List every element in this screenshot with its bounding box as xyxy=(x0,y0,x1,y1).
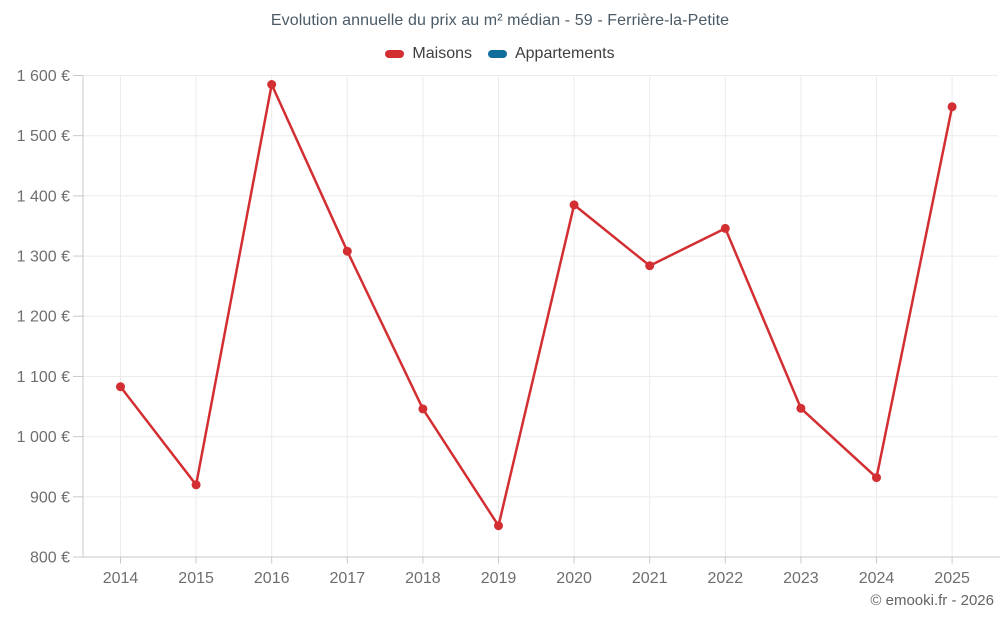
data-point-maisons-2023[interactable] xyxy=(796,403,806,413)
y-axis-tick-label: 1 100 € xyxy=(17,369,70,386)
y-axis-tick-label: 800 € xyxy=(30,549,70,566)
data-point-maisons-2017[interactable] xyxy=(342,246,352,256)
data-point-maisons-2022[interactable] xyxy=(720,223,730,233)
x-axis-tick-label: 2023 xyxy=(783,570,819,587)
y-axis-tick-label: 1 300 € xyxy=(17,249,70,266)
y-axis-tick-label: 1 200 € xyxy=(17,309,70,326)
x-axis-tick-label: 2016 xyxy=(254,570,290,587)
appartements-swatch-icon xyxy=(487,50,507,58)
data-point-maisons-2019[interactable] xyxy=(494,521,503,531)
x-axis-tick-label: 2018 xyxy=(405,570,441,587)
y-axis-tick-label: 1 500 € xyxy=(17,128,70,145)
y-axis-tick-label: 1 600 € xyxy=(17,68,70,85)
legend: Maisons Appartements xyxy=(0,45,1000,63)
maisons-swatch-icon xyxy=(385,50,405,58)
copyright-text: © emooki.fr - 2026 xyxy=(870,592,994,609)
data-point-maisons-2016[interactable] xyxy=(267,80,277,89)
chart-title: Evolution annuelle du prix au m² médian … xyxy=(270,12,730,29)
data-point-maisons-2014[interactable] xyxy=(116,382,125,392)
y-axis-tick-label: 1 000 € xyxy=(17,429,70,446)
x-axis-tick-label: 2019 xyxy=(481,570,517,587)
legend-label-appartements: Appartements xyxy=(514,45,615,62)
x-axis-tick-label: 2015 xyxy=(178,570,214,587)
series-line-maisons xyxy=(119,83,954,527)
y-axis-tick-label: 900 € xyxy=(30,489,70,506)
data-point-maisons-2021[interactable] xyxy=(645,261,655,271)
legend-item-maisons[interactable]: Maisons xyxy=(385,45,472,63)
data-point-maisons-2018[interactable] xyxy=(418,404,428,414)
x-axis-tick-label: 2017 xyxy=(330,570,366,587)
x-axis-tick-label: 2025 xyxy=(934,570,970,587)
data-point-maisons-2024[interactable] xyxy=(872,473,881,483)
x-axis-tick-label: 2021 xyxy=(632,570,668,587)
legend-item-appartements[interactable]: Appartements xyxy=(487,45,615,63)
data-point-maisons-2020[interactable] xyxy=(569,200,579,210)
data-point-maisons-2015[interactable] xyxy=(191,480,201,490)
y-axis-tick-label: 1 400 € xyxy=(17,188,70,205)
data-point-maisons-2025[interactable] xyxy=(947,102,957,112)
x-axis-tick-label: 2024 xyxy=(859,570,895,587)
x-axis-tick-label: 2014 xyxy=(103,570,139,587)
x-axis-tick-label: 2022 xyxy=(708,570,744,587)
legend-label-maisons: Maisons xyxy=(412,45,472,62)
x-axis-tick-label: 2020 xyxy=(556,570,592,587)
